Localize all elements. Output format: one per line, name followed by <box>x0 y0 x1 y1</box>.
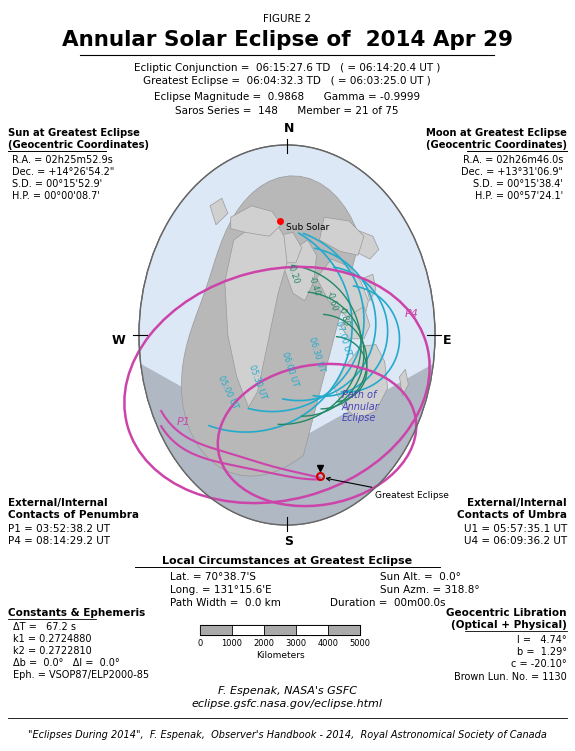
Polygon shape <box>182 176 360 476</box>
Text: eclipse.gsfc.nasa.gov/eclipse.html: eclipse.gsfc.nasa.gov/eclipse.html <box>191 699 382 709</box>
Text: S.D. = 00°15'38.4': S.D. = 00°15'38.4' <box>473 179 563 189</box>
Text: c = -20.10°: c = -20.10° <box>511 659 567 669</box>
Polygon shape <box>272 232 302 263</box>
Text: Constants & Ephemeris: Constants & Ephemeris <box>8 608 145 618</box>
Text: (Geocentric Coordinates): (Geocentric Coordinates) <box>8 140 149 150</box>
Text: F. Espenak, NASA's GSFC: F. Espenak, NASA's GSFC <box>217 686 356 696</box>
Text: Geocentric Libration: Geocentric Libration <box>447 608 567 618</box>
Text: Sub Solar: Sub Solar <box>286 223 329 232</box>
Text: U1 = 05:57:35.1 UT: U1 = 05:57:35.1 UT <box>464 524 567 534</box>
Text: 06:00 UT: 06:00 UT <box>280 351 300 388</box>
Text: H.P. = 00°00'08.7': H.P. = 00°00'08.7' <box>12 191 100 201</box>
Text: P4 = 08:14:29.2 UT: P4 = 08:14:29.2 UT <box>8 536 110 546</box>
Polygon shape <box>284 240 317 301</box>
Polygon shape <box>364 274 376 301</box>
Text: N: N <box>284 122 294 135</box>
Bar <box>296 625 328 635</box>
Text: Moon at Greatest Eclipse: Moon at Greatest Eclipse <box>426 128 567 138</box>
Polygon shape <box>340 306 370 339</box>
Text: k1 = 0.2724880: k1 = 0.2724880 <box>13 634 91 644</box>
Text: S.D. = 00°15'52.9': S.D. = 00°15'52.9' <box>12 179 102 189</box>
Text: 07:00 UT: 07:00 UT <box>334 320 352 357</box>
Text: 2000: 2000 <box>254 639 274 648</box>
Text: l =   4.74°: l = 4.74° <box>518 635 567 645</box>
Polygon shape <box>334 345 388 418</box>
Text: FIGURE 2: FIGURE 2 <box>263 14 311 24</box>
Polygon shape <box>231 206 281 237</box>
Polygon shape <box>355 231 379 259</box>
Text: Ecliptic Conjunction =  06:15:27.6 TD   ( = 06:14:20.4 UT ): Ecliptic Conjunction = 06:15:27.6 TD ( =… <box>134 63 440 73</box>
Text: H.P. = 00°57'24.1': H.P. = 00°57'24.1' <box>475 191 563 201</box>
Text: 06:30 UT: 06:30 UT <box>307 336 326 372</box>
Text: Δb =  0.0°   Δl =  0.0°: Δb = 0.0° Δl = 0.0° <box>13 658 120 668</box>
Text: Sun at Greatest Eclipse: Sun at Greatest Eclipse <box>8 128 140 138</box>
Text: External/Internal: External/Internal <box>467 498 567 508</box>
Text: -0.80: -0.80 <box>336 305 350 327</box>
Text: P1: P1 <box>177 417 191 427</box>
Text: 5000: 5000 <box>350 639 370 648</box>
Text: ΔT =   67.2 s: ΔT = 67.2 s <box>13 622 76 632</box>
Polygon shape <box>400 369 408 396</box>
Text: R.A. = 02h26m46.0s: R.A. = 02h26m46.0s <box>463 155 563 165</box>
Ellipse shape <box>139 145 435 525</box>
Bar <box>200 625 360 635</box>
Text: R.A. = 02h25m52.9s: R.A. = 02h25m52.9s <box>12 155 113 165</box>
Text: "Eclipses During 2014",  F. Espenak,  Observer's Handbook - 2014,  Royal Astrono: "Eclipses During 2014", F. Espenak, Obse… <box>28 730 546 740</box>
Text: 05:30 UT: 05:30 UT <box>247 364 268 401</box>
Text: k2 = 0.2722810: k2 = 0.2722810 <box>13 646 92 656</box>
Bar <box>264 625 296 635</box>
Text: S: S <box>285 535 293 548</box>
Text: Annular Solar Eclipse of  2014 Apr 29: Annular Solar Eclipse of 2014 Apr 29 <box>62 30 512 50</box>
Bar <box>232 625 264 635</box>
Text: Path Width =  0.0 km: Path Width = 0.0 km <box>170 598 281 608</box>
Polygon shape <box>317 259 369 320</box>
Text: Duration =  00m00.0s: Duration = 00m00.0s <box>330 598 446 608</box>
Polygon shape <box>141 365 433 525</box>
Text: Kilometers: Kilometers <box>256 651 304 660</box>
Text: Greatest Eclipse =  06:04:32.3 TD   ( = 06:03:25.0 UT ): Greatest Eclipse = 06:04:32.3 TD ( = 06:… <box>143 76 431 86</box>
Text: (Optical + Physical): (Optical + Physical) <box>451 620 567 630</box>
Text: Eph. = VSOP87/ELP2000-85: Eph. = VSOP87/ELP2000-85 <box>13 670 149 680</box>
Text: E: E <box>443 333 451 346</box>
Text: -0.60: -0.60 <box>324 290 339 312</box>
Text: 1000: 1000 <box>221 639 243 648</box>
Text: Path of
Annular
Eclipse: Path of Annular Eclipse <box>342 390 380 424</box>
Text: External/Internal: External/Internal <box>8 498 108 508</box>
Text: Contacts of Penumbra: Contacts of Penumbra <box>8 510 139 520</box>
Polygon shape <box>320 217 364 255</box>
Text: b =  1.29°: b = 1.29° <box>517 647 567 657</box>
Text: 3000: 3000 <box>285 639 306 648</box>
Text: W: W <box>111 333 125 346</box>
Text: Sun Azm. = 318.8°: Sun Azm. = 318.8° <box>380 585 480 595</box>
Text: Local Circumstances at Greatest Eclipse: Local Circumstances at Greatest Eclipse <box>162 556 412 566</box>
Text: P4: P4 <box>405 309 419 319</box>
Text: Greatest Eclipse: Greatest Eclipse <box>327 478 448 499</box>
Text: Lat. = 70°38.7'S: Lat. = 70°38.7'S <box>170 572 256 582</box>
Text: 05:00 UT: 05:00 UT <box>216 374 239 410</box>
Text: -0.40: -0.40 <box>306 275 321 297</box>
Text: 0: 0 <box>197 639 202 648</box>
Text: Dec. = +14°26'54.2": Dec. = +14°26'54.2" <box>12 167 114 177</box>
Text: Long. = 131°15.6'E: Long. = 131°15.6'E <box>170 585 271 595</box>
Text: 4000: 4000 <box>317 639 339 648</box>
Text: Brown Lun. No. = 1130: Brown Lun. No. = 1130 <box>454 672 567 682</box>
Text: Saros Series =  148      Member = 21 of 75: Saros Series = 148 Member = 21 of 75 <box>175 106 398 116</box>
Polygon shape <box>225 221 287 407</box>
Bar <box>328 625 360 635</box>
Text: -0.20: -0.20 <box>285 263 300 285</box>
Bar <box>200 625 232 635</box>
Text: Sun Alt. =  0.0°: Sun Alt. = 0.0° <box>380 572 461 582</box>
Text: Dec. = +13°31'06.9": Dec. = +13°31'06.9" <box>461 167 563 177</box>
Ellipse shape <box>139 145 435 525</box>
Polygon shape <box>210 198 228 225</box>
Text: U4 = 06:09:36.2 UT: U4 = 06:09:36.2 UT <box>464 536 567 546</box>
Text: P1 = 03:52:38.2 UT: P1 = 03:52:38.2 UT <box>8 524 110 534</box>
Text: (Geocentric Coordinates): (Geocentric Coordinates) <box>426 140 567 150</box>
Text: Contacts of Umbra: Contacts of Umbra <box>457 510 567 520</box>
Text: Eclipse Magnitude =  0.9868      Gamma = -0.9999: Eclipse Magnitude = 0.9868 Gamma = -0.99… <box>154 92 420 102</box>
